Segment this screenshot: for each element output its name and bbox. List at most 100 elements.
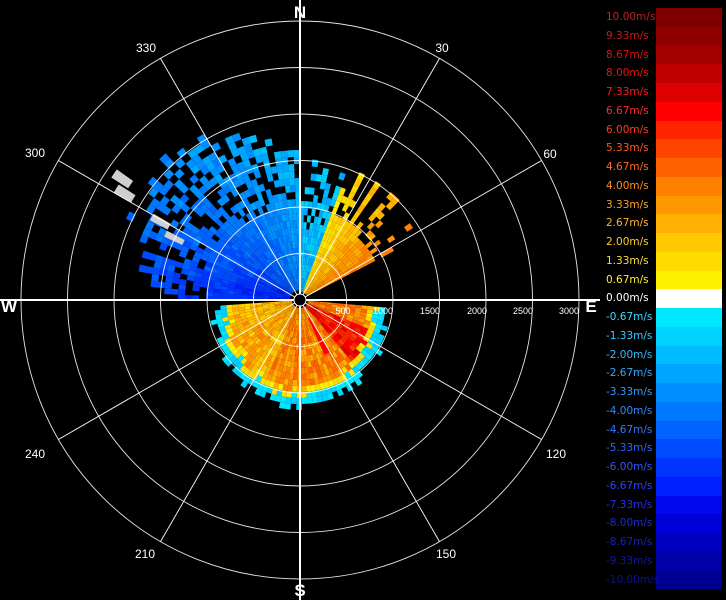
- echo-cell: [247, 257, 255, 265]
- echo-cell: [257, 206, 265, 215]
- echo-cell: [342, 308, 350, 313]
- echo-cell: [340, 254, 348, 262]
- echo-cell: [280, 303, 287, 306]
- echo-cell: [272, 343, 279, 351]
- echo-cell: [243, 360, 251, 368]
- echo-cell: [232, 304, 239, 309]
- echo-cell: [250, 178, 259, 188]
- echo-cell: [354, 355, 362, 363]
- echo-cell: [214, 242, 223, 250]
- legend-label: -2.67m/s: [606, 367, 653, 380]
- echo-cell: [318, 262, 324, 270]
- echo-cell: [230, 164, 240, 174]
- echo-cell: [281, 314, 287, 320]
- legend-entry: -8.00m/s: [604, 514, 722, 533]
- legend-entry: -4.00m/s: [604, 401, 722, 421]
- echo-cell: [286, 289, 293, 294]
- echo-cell: [303, 313, 306, 320]
- echo-cell: [279, 286, 287, 291]
- echo-cell: [246, 328, 254, 335]
- echo-cell: [352, 259, 360, 266]
- echo-cell: [284, 335, 289, 343]
- echo-cell: [327, 367, 334, 375]
- echo-cell: [301, 361, 305, 368]
- echo-cell: [307, 342, 312, 350]
- echo-cell: [336, 323, 343, 329]
- echo-cell: [236, 335, 244, 342]
- echo-cell: [199, 175, 209, 186]
- echo-cell: [329, 213, 336, 222]
- echo-cell: [307, 301, 314, 305]
- echo-cell: [274, 270, 281, 278]
- echo-cell: [252, 335, 260, 343]
- echo-cell: [355, 239, 363, 248]
- echo-cell: [335, 332, 343, 339]
- echo-cell: [289, 318, 294, 325]
- echo-cell: [317, 308, 324, 313]
- echo-cell: [275, 316, 281, 322]
- echo-cell: [321, 225, 327, 234]
- echo-cell: [357, 242, 366, 250]
- echo-cell: [216, 336, 225, 344]
- echo-cell: [273, 282, 281, 288]
- echo-cell: [289, 336, 293, 344]
- echo-cell: [287, 311, 292, 317]
- echo-cell: [301, 397, 308, 404]
- echo-cell: [272, 223, 279, 232]
- echo-cell: [302, 278, 305, 286]
- echo-cell: [290, 262, 294, 271]
- echo-cell: [306, 272, 310, 280]
- legend-entry: -10.00m/s: [604, 570, 722, 590]
- echo-cell: [253, 316, 261, 322]
- echo-cell: [283, 171, 290, 180]
- echo-cell: [149, 197, 160, 209]
- echo-cell: [168, 259, 177, 267]
- echo-cell: [230, 214, 239, 223]
- echo-cell: [255, 191, 264, 201]
- echo-cell: [237, 145, 247, 155]
- echo-cell: [294, 283, 298, 291]
- echo-cell: [273, 215, 280, 224]
- legend-label: -4.00m/s: [606, 404, 653, 417]
- echo-cell: [280, 275, 286, 282]
- radar-plot: N S E W 30 60 120 150 210 240 300 330 50…: [0, 0, 600, 600]
- echo-cell: [264, 322, 271, 329]
- echo-cell: [312, 259, 317, 267]
- echo-cell: [327, 272, 335, 279]
- echo-cell: [304, 319, 308, 326]
- echo-cell: [261, 328, 268, 335]
- echo-cell: [222, 333, 230, 341]
- echo-cell: [250, 333, 258, 340]
- echo-cell: [259, 245, 267, 254]
- legend-swatch: [656, 158, 722, 177]
- echo-cell: [373, 327, 381, 334]
- echo-cell: [266, 233, 273, 242]
- echo-cell: [303, 271, 307, 279]
- echo-cell: [244, 262, 252, 269]
- echo-cell: [292, 312, 296, 319]
- echo-cell: [226, 341, 234, 349]
- echo-cell: [376, 319, 384, 326]
- echo-cell: [343, 321, 351, 328]
- echo-cell: [191, 255, 201, 264]
- echo-cell: [264, 271, 271, 277]
- echo-cell: [270, 375, 277, 383]
- echo-cell: [281, 327, 286, 335]
- echo-cell: [321, 233, 328, 241]
- echo-cell: [193, 251, 203, 259]
- echo-cell: [262, 244, 269, 252]
- echo-cell: [241, 350, 249, 358]
- echo-cell: [270, 288, 278, 292]
- echo-cell: [338, 172, 346, 181]
- echo-cell: [279, 312, 285, 317]
- echo-cell: [346, 314, 354, 320]
- echo-cell: [234, 251, 243, 259]
- echo-cell: [325, 282, 332, 287]
- echo-cell: [259, 279, 267, 284]
- echo-cell: [285, 290, 292, 295]
- echo-cell: [308, 229, 313, 237]
- echo-cell: [233, 310, 240, 316]
- echo-cell: [351, 227, 360, 235]
- echo-cell: [304, 201, 309, 209]
- echo-cell: [330, 254, 337, 262]
